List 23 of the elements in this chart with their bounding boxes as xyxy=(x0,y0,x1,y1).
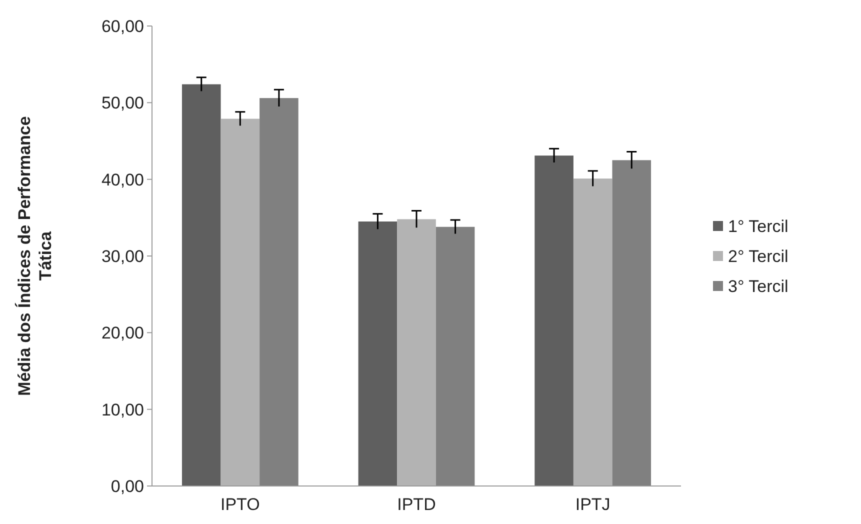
bar xyxy=(436,226,475,486)
bar xyxy=(612,160,652,486)
y-tick-label: 60,00 xyxy=(101,16,144,36)
y-tick-label: 40,00 xyxy=(101,170,144,190)
x-tick-label: IPTD xyxy=(397,495,436,514)
y-tick-label: 10,00 xyxy=(101,400,144,420)
bar xyxy=(220,118,260,486)
y-tick-label: 0,00 xyxy=(110,476,144,496)
y-tick-label: 50,00 xyxy=(101,94,144,113)
bar xyxy=(260,98,298,486)
x-tick-label: IPTJ xyxy=(575,495,610,514)
y-tick-label: 30,00 xyxy=(101,246,144,266)
x-tick-label: IPTO xyxy=(220,495,260,514)
bar xyxy=(358,222,398,486)
legend-label: 1° Tercil xyxy=(728,216,788,236)
bar xyxy=(534,156,574,486)
y-tick-label: 20,00 xyxy=(101,324,144,343)
bar xyxy=(182,84,221,486)
legend-label: 2° Tercil xyxy=(728,246,788,266)
legend-label: 3° Tercil xyxy=(728,276,788,296)
bar xyxy=(573,178,612,486)
y-axis-title: Média dos Índices de Performance Tática xyxy=(14,116,55,396)
bar xyxy=(397,219,436,486)
